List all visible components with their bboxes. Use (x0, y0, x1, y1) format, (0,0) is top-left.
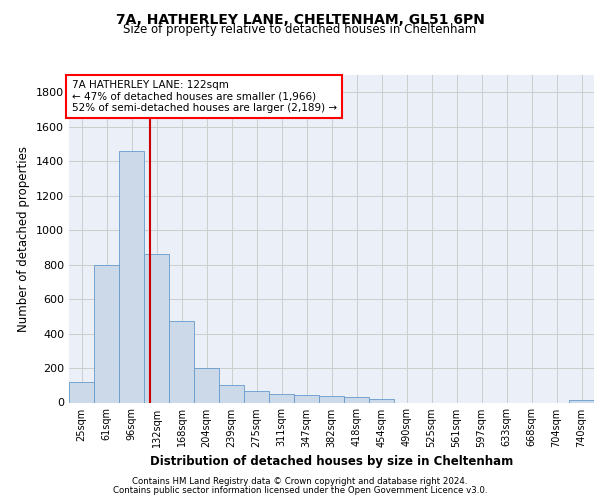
Bar (319, 396, 344, 402)
Bar (269, 394, 294, 402)
Text: Size of property relative to detached houses in Cheltenham: Size of property relative to detached ho… (124, 22, 476, 36)
Y-axis label: Number of detached properties: Number of detached properties (17, 146, 31, 332)
Bar (119, 151, 144, 403)
Text: Contains HM Land Registry data © Crown copyright and database right 2024.: Contains HM Land Registry data © Crown c… (132, 477, 468, 486)
Bar (369, 399, 394, 402)
Text: Contains public sector information licensed under the Open Government Licence v3: Contains public sector information licen… (113, 486, 487, 495)
Bar (194, 368, 219, 402)
X-axis label: Distribution of detached houses by size in Cheltenham: Distribution of detached houses by size … (150, 455, 513, 468)
Bar (69, 382, 94, 402)
Bar (169, 322, 194, 402)
Bar (94, 266, 119, 402)
Text: 7A, HATHERLEY LANE, CHELTENHAM, GL51 6PN: 7A, HATHERLEY LANE, CHELTENHAM, GL51 6PN (116, 12, 484, 26)
Bar (144, 254, 169, 402)
Text: 7A HATHERLEY LANE: 122sqm
← 47% of detached houses are smaller (1,966)
52% of se: 7A HATHERLEY LANE: 122sqm ← 47% of detac… (71, 80, 337, 113)
Bar (244, 392, 269, 402)
Bar (344, 398, 369, 402)
Bar (219, 386, 244, 402)
Bar (569, 400, 594, 402)
Bar (294, 394, 319, 402)
